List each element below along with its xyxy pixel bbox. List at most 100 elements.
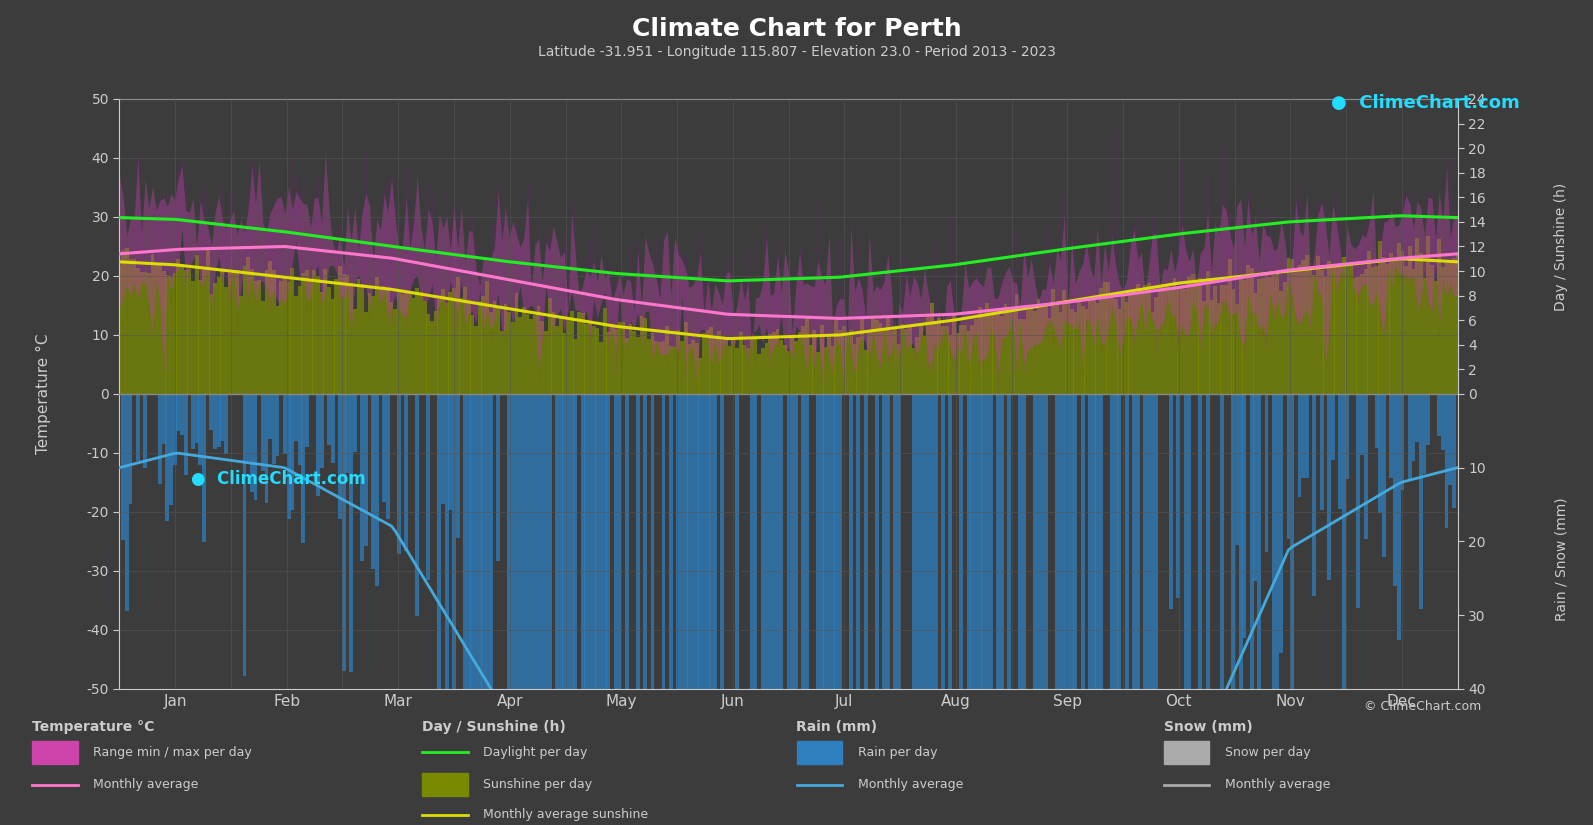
Bar [1383,257,1386,394]
Bar [1096,303,1099,394]
Bar [1133,294,1136,394]
Bar [371,296,374,394]
Bar [720,340,725,394]
Bar [1335,266,1338,394]
Bar [824,394,827,747]
Bar [1445,394,1448,528]
Bar [183,394,188,474]
Bar [1043,394,1048,728]
Text: ●  ClimeChart.com: ● ClimeChart.com [1332,94,1520,112]
Bar [908,326,911,394]
Bar [158,262,162,394]
Bar [338,266,342,394]
Bar [371,394,374,569]
Bar [489,312,492,394]
Bar [199,394,202,464]
Bar [1301,260,1305,394]
Bar [1364,269,1368,394]
Bar [166,275,169,394]
Bar [287,394,290,519]
Bar [1451,258,1456,394]
Bar [438,394,441,698]
Bar [1360,274,1364,394]
Bar [422,773,468,796]
Bar [691,340,695,394]
Bar [242,394,247,676]
Bar [868,331,871,394]
Bar [588,321,593,394]
Bar [1066,394,1070,747]
Bar [875,319,879,394]
Bar [1080,306,1085,394]
Bar [1074,312,1077,394]
Bar [607,332,610,394]
Bar [717,331,720,394]
Bar [202,267,205,394]
Bar [478,301,481,394]
Bar [177,259,180,394]
Bar [1144,394,1147,747]
Bar [284,394,287,455]
Bar [1107,281,1110,394]
Bar [731,340,736,394]
Bar [331,299,335,394]
Bar [1163,741,1209,764]
Bar [298,286,301,394]
Bar [537,394,540,689]
Bar [779,340,784,394]
Bar [548,298,551,394]
Bar [194,394,199,444]
Bar [1397,394,1400,640]
Bar [591,394,596,747]
Bar [213,283,217,394]
Bar [1394,258,1397,394]
Bar [304,270,309,394]
Bar [996,309,1000,394]
Bar [1360,394,1364,455]
Bar [709,394,714,747]
Bar [596,328,599,394]
Bar [827,394,832,747]
Bar [448,292,452,394]
Bar [1287,258,1290,394]
Bar [650,394,655,747]
Bar [768,333,773,394]
Bar [566,319,570,394]
Bar [518,317,523,394]
Bar [1324,276,1327,394]
Bar [225,394,228,454]
Bar [1164,284,1169,394]
Bar [1223,285,1228,394]
Bar [191,280,194,394]
Bar [1389,394,1394,478]
Bar [169,276,174,394]
Text: Snow per day: Snow per day [1225,746,1311,759]
Text: Day / Sunshine (h): Day / Sunshine (h) [1555,182,1568,310]
Bar [1319,270,1324,394]
Bar [1099,394,1102,747]
Bar [926,317,930,394]
Bar [883,394,886,747]
Bar [706,329,709,394]
Bar [1059,394,1063,747]
Bar [1114,394,1118,747]
Bar [548,394,551,747]
Bar [1176,394,1180,598]
Bar [1161,286,1166,394]
Bar [1442,394,1445,450]
Text: Daylight per day: Daylight per day [483,746,588,759]
Bar [441,289,444,394]
Bar [687,344,691,394]
Bar [147,273,151,394]
Bar [1231,290,1235,394]
Bar [342,275,346,394]
Bar [894,328,897,394]
Bar [1217,303,1220,394]
Bar [346,394,349,473]
Bar [793,394,798,747]
Bar [728,346,731,394]
Bar [1426,394,1431,445]
Bar [894,394,897,747]
Bar [672,347,677,394]
Bar [217,277,221,394]
